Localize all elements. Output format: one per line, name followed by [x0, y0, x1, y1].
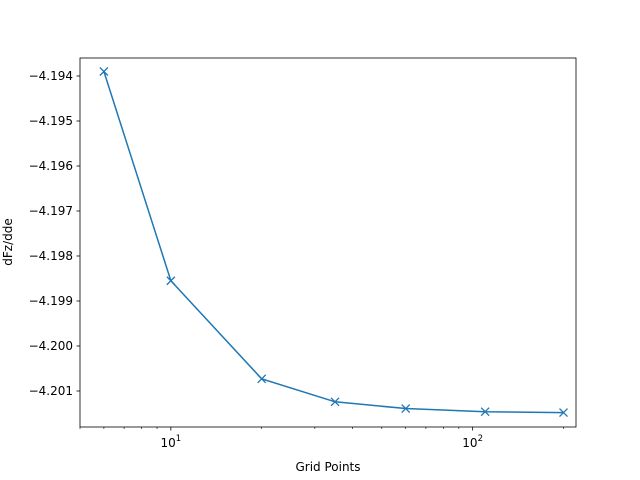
- y-tick-label: −4.194: [29, 69, 73, 83]
- y-tick-label: −4.201: [29, 384, 73, 398]
- data-point-marker: [166, 276, 176, 286]
- plot-area: [99, 67, 568, 418]
- axes-frame: [79, 57, 577, 428]
- data-point-marker: [559, 408, 568, 418]
- data-point-marker: [257, 374, 267, 384]
- y-tick-label: −4.199: [29, 294, 73, 308]
- x-axis-label: Grid Points: [295, 460, 360, 474]
- data-point-marker: [401, 404, 411, 414]
- data-point-marker: [480, 407, 490, 417]
- axes: −4.194 −4.195 −4.196 −4.197 −4.198 −4.199 −4.2…: [29, 57, 577, 450]
- y-tick-label: −4.200: [29, 339, 73, 353]
- y-tick-label: −4.197: [29, 204, 73, 218]
- y-tick-label: −4.198: [29, 249, 73, 263]
- x-tick-label: 102: [462, 434, 483, 450]
- data-point-marker: [99, 67, 109, 76]
- y-tick-label: −4.196: [29, 159, 73, 173]
- data-point-marker: [330, 397, 340, 407]
- x-tick-label: 101: [161, 434, 182, 450]
- y-axis-label: dFz/dde: [1, 218, 15, 265]
- y-tick-label: −4.195: [29, 114, 73, 128]
